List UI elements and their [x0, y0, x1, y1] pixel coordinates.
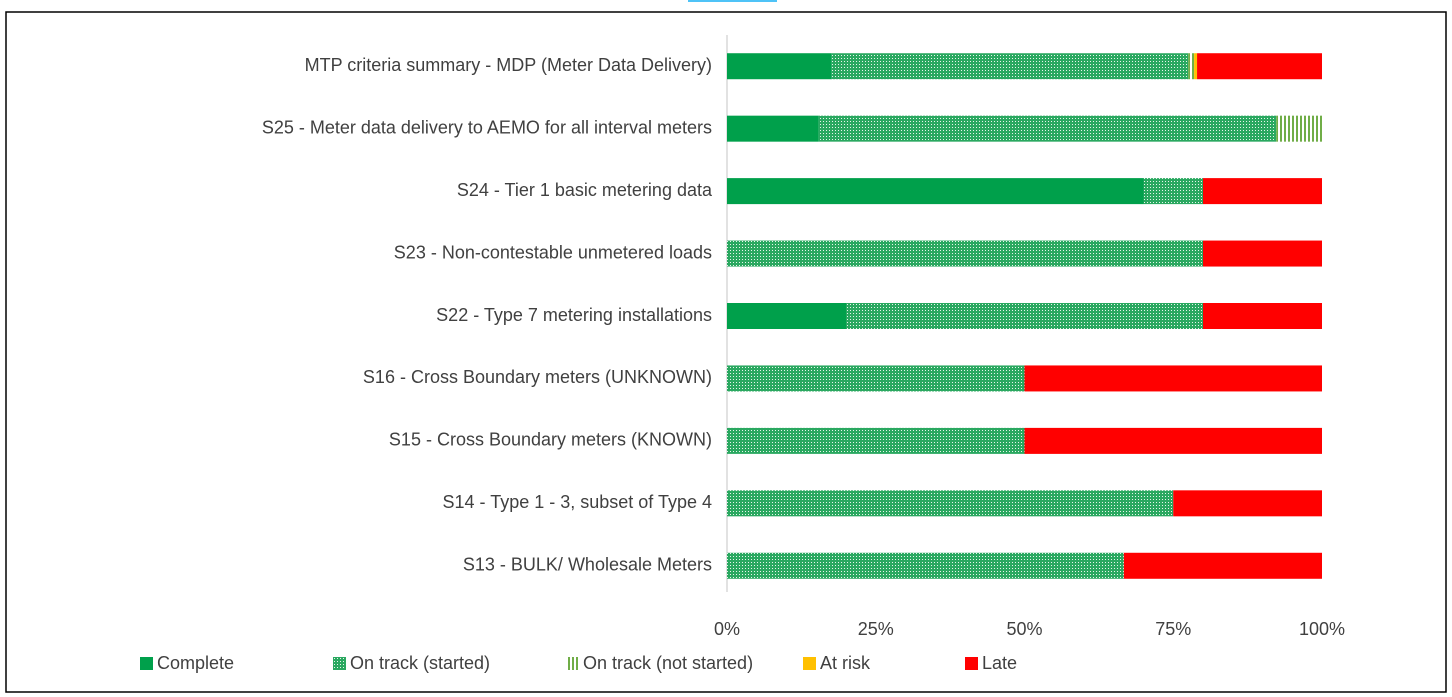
legend-swatch — [566, 657, 579, 670]
category-label: S13 - BULK/ Wholesale Meters — [463, 555, 712, 575]
category-label: S23 - Non-contestable unmetered loads — [394, 242, 712, 262]
category-label: S25 - Meter data delivery to AEMO for al… — [262, 117, 712, 137]
category-label: S24 - Tier 1 basic metering data — [457, 180, 713, 200]
x-tick-label: 0% — [714, 619, 740, 639]
legend-swatch — [333, 657, 346, 670]
category-label: MTP criteria summary - MDP (Meter Data D… — [305, 55, 712, 75]
bar-segment — [1024, 365, 1322, 392]
legend-swatch — [965, 657, 978, 670]
legend-label: Complete — [157, 653, 234, 673]
bar-segment — [727, 178, 1144, 205]
bar-segment — [1276, 115, 1322, 142]
legend-label: On track (not started) — [583, 653, 753, 673]
x-tick-label: 50% — [1006, 619, 1042, 639]
bar-segment — [831, 53, 1189, 80]
bar-segment — [1194, 53, 1198, 80]
bar-segment — [1203, 240, 1322, 267]
legend-label: On track (started) — [350, 653, 490, 673]
bar-segment — [727, 303, 846, 329]
x-tick-label: 100% — [1299, 619, 1345, 639]
bar-segment — [1143, 178, 1203, 205]
x-tick-label: 25% — [858, 619, 894, 639]
bar-segment — [1173, 490, 1322, 517]
bar-segment — [818, 115, 1277, 142]
bar-segment — [727, 115, 819, 142]
bar-segment — [1203, 178, 1322, 205]
category-label: S22 - Type 7 metering installations — [436, 305, 712, 325]
bar-segment — [727, 490, 1174, 517]
bar-segment — [1188, 53, 1195, 80]
category-label: S15 - Cross Boundary meters (KNOWN) — [389, 430, 712, 450]
legend-label: Late — [982, 653, 1017, 673]
category-label: S16 - Cross Boundary meters (UNKNOWN) — [363, 367, 712, 387]
bar-segment — [1123, 552, 1322, 579]
chart-frame — [5, 11, 1447, 693]
x-tick-label: 75% — [1155, 619, 1191, 639]
bar-segment — [1024, 427, 1322, 454]
legend-swatch — [803, 657, 816, 670]
bar-segment — [727, 427, 1025, 454]
bar-segment — [1197, 53, 1322, 80]
bar-segment — [727, 240, 1203, 267]
bar-segment — [727, 53, 832, 80]
bar-segment — [846, 303, 1203, 329]
legend-swatch — [140, 657, 153, 670]
bar-segment — [727, 365, 1025, 392]
legend-label: At risk — [820, 653, 871, 673]
bar-segment — [1203, 303, 1322, 329]
category-label: S14 - Type 1 - 3, subset of Type 4 — [443, 492, 713, 512]
bar-segment — [727, 552, 1124, 579]
